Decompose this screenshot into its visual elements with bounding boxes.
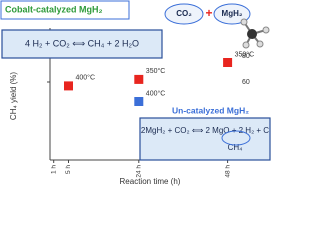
x-tick-label: 48 h — [224, 165, 231, 178]
point — [64, 81, 73, 91]
y-tick-label: 80 — [242, 53, 250, 60]
series-name: Un-catalyzed MgH₂ — [172, 105, 249, 115]
bubble — [213, 3, 251, 25]
equation-note: CH₄ — [228, 143, 243, 152]
equation-box — [139, 117, 271, 161]
y-axis-label: CH₄ yield (%) — [9, 72, 18, 120]
point — [134, 74, 144, 84]
highlight — [221, 130, 251, 146]
bubble — [164, 3, 204, 25]
x-axis-label: Reaction time (h) — [120, 177, 181, 186]
reactant: CO₂ — [176, 9, 192, 18]
methane-icon — [240, 18, 270, 49]
x-tick-label: 5 h — [65, 165, 72, 174]
point-label: 400°C — [76, 74, 96, 82]
y-tick-label: 60 — [242, 79, 250, 86]
series-label-box — [0, 0, 130, 20]
equation: 4 H₂ + CO₂ ⟺ CH₄ + 2 H₂O — [25, 38, 139, 48]
x-tick-label: 1 h — [50, 165, 57, 174]
point — [223, 58, 233, 67]
point — [134, 97, 144, 106]
chart: 60 80 1 h 5 h 24 h 48 h 400°C 350°C 350°C 400°C C… — [0, 0, 271, 186]
x-tick-label: 24 h — [136, 165, 143, 178]
series-name: Cobalt-catalyzed MgH₂ — [5, 4, 103, 14]
equation-box — [1, 29, 163, 59]
point-label: 350°C — [146, 67, 166, 75]
point-label: 400°C — [146, 89, 166, 97]
point-label: 350°C — [235, 50, 255, 58]
plot: 60 80 1 h 5 h 24 h 48 h 400°C 350°C 350°C 400°C — [47, 50, 255, 178]
plus: + — [205, 6, 212, 20]
reactant: MgH₂ — [222, 9, 243, 18]
equation: 2MgH₂ + CO₂ ⟺ 2 MgO + 2 H₂ + C — [141, 126, 269, 135]
